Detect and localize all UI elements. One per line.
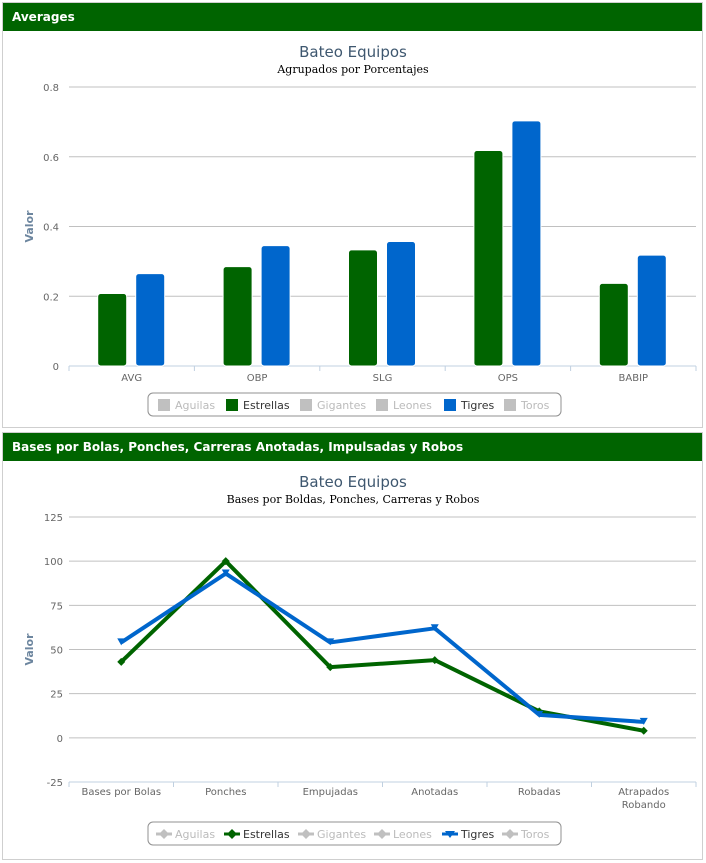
x-tick-label: AVG xyxy=(121,373,142,384)
legend-item-tigres[interactable]: Tigres xyxy=(442,828,494,841)
point-tigres-1[interactable] xyxy=(221,569,230,577)
x-tick-label: Anotadas xyxy=(411,787,458,798)
x-tick-label: Robadas xyxy=(518,787,561,798)
bar-tigres-babip[interactable] xyxy=(636,254,667,367)
averages-panel: Averages Bateo Equipos Agrupados por Porc… xyxy=(2,2,703,428)
point-estrellas-5[interactable] xyxy=(639,726,648,735)
legend-item-tigres[interactable]: Tigres xyxy=(444,399,494,412)
legend-marker xyxy=(301,829,311,839)
point-estrellas-3[interactable] xyxy=(430,656,439,665)
bar-estrellas-ops[interactable] xyxy=(473,149,504,367)
legend-item-toros[interactable]: Toros xyxy=(502,828,550,841)
legend-label: Aguilas xyxy=(175,828,215,841)
legend-item-estrellas[interactable]: Estrellas xyxy=(224,828,290,841)
y-tick-label: 75 xyxy=(50,601,63,612)
chart-title: Bateo Equipos xyxy=(299,473,407,491)
legend-label: Estrellas xyxy=(243,399,290,412)
y-tick-label: 0.4 xyxy=(43,223,59,234)
legend-label: Estrellas xyxy=(243,828,290,841)
bar-tigres-ops[interactable] xyxy=(511,120,542,367)
chart-title: Bateo Equipos xyxy=(299,43,407,61)
legend-item-leones[interactable]: Leones xyxy=(376,399,432,412)
bar-estrellas-avg[interactable] xyxy=(97,292,128,367)
bar-estrellas-babip[interactable] xyxy=(598,282,629,367)
y-tick-label: 25 xyxy=(50,690,63,701)
legend-marker xyxy=(444,399,456,411)
legend-item-aguilas[interactable]: Aguilas xyxy=(156,828,215,841)
y-tick-label: 50 xyxy=(50,646,63,657)
x-tick-label: OBP xyxy=(247,373,268,384)
legend-label: Tigres xyxy=(460,399,494,412)
x-tick-label: BABIP xyxy=(619,373,649,384)
x-tick-label: Bases por Bolas xyxy=(81,787,161,798)
legend-label: Leones xyxy=(393,399,432,412)
legend-marker xyxy=(300,399,312,411)
point-tigres-4[interactable] xyxy=(535,710,544,718)
y-tick-label: 0.6 xyxy=(43,153,59,164)
y-tick-label: 0.2 xyxy=(43,292,59,303)
legend-label: Leones xyxy=(393,828,432,841)
legend-label: Gigantes xyxy=(317,399,366,412)
bar-chart: Bateo Equipos Agrupados por Porcentajes 0 0… xyxy=(23,43,697,417)
legend-marker xyxy=(227,829,237,839)
legend-item-leones[interactable]: Leones xyxy=(374,828,432,841)
y-tick-label: 0.8 xyxy=(43,83,59,94)
panel-header-averages: Averages xyxy=(3,3,702,31)
legend-item-toros[interactable]: Toros xyxy=(504,399,550,412)
y-tick-label: 0 xyxy=(53,362,59,373)
y-tick-label: 0 xyxy=(57,734,63,745)
legend: Aguilas Estrellas Gigantes Leones Tigres Toro… xyxy=(147,821,562,846)
legend-label: Toros xyxy=(520,399,550,412)
legend-item-gigantes[interactable]: Gigantes xyxy=(300,399,366,412)
legend-marker xyxy=(159,829,169,839)
panel-header-counting-stats: Bases por Bolas, Ponches, Carreras Anota… xyxy=(3,433,702,461)
legend-box xyxy=(147,821,562,846)
point-estrellas-0[interactable] xyxy=(117,657,126,666)
legend-marker xyxy=(377,829,387,839)
bar-tigres-avg[interactable] xyxy=(135,273,166,367)
point-tigres-3[interactable] xyxy=(430,624,439,632)
y-axis-title: Valor xyxy=(23,633,36,666)
chart-subtitle: Bases por Boldas, Ponches, Carreras y Ro… xyxy=(227,493,480,506)
legend-marker xyxy=(226,399,238,411)
bar-estrellas-slg[interactable] xyxy=(348,249,378,367)
legend-marker xyxy=(505,829,515,839)
x-tick-label: Atrapados Robando xyxy=(618,787,669,811)
bar-tigres-slg[interactable] xyxy=(386,240,416,367)
point-tigres-0[interactable] xyxy=(117,638,126,646)
legend-item-aguilas[interactable]: Aguilas xyxy=(158,399,215,412)
bar-estrellas-obp[interactable] xyxy=(222,266,253,367)
legend-label: Aguilas xyxy=(175,399,215,412)
series-line-tigres xyxy=(120,571,644,724)
y-tick-label: -25 xyxy=(47,778,63,789)
chart-subtitle: Agrupados por Porcentajes xyxy=(276,63,429,76)
legend-label: Tigres xyxy=(460,828,494,841)
line-chart: Bateo Equipos Bases por Boldas, Ponches, … xyxy=(23,473,697,846)
legend-item-gigantes[interactable]: Gigantes xyxy=(298,828,366,841)
counting-stats-panel: Bases por Bolas, Ponches, Carreras Anota… xyxy=(2,432,703,860)
point-estrellas-2[interactable] xyxy=(326,663,335,672)
legend: Aguilas Estrellas Gigantes Leones Tigres Toro… xyxy=(147,392,562,417)
legend-box xyxy=(147,392,562,417)
y-axis-title: Valor xyxy=(23,210,36,243)
x-tick-label: Ponches xyxy=(205,787,246,798)
legend-marker xyxy=(376,399,388,411)
bar-tigres-obp[interactable] xyxy=(260,245,291,367)
legend-marker xyxy=(158,399,170,411)
legend-label: Toros xyxy=(520,828,550,841)
x-tick-label: SLG xyxy=(373,373,393,384)
legend-item-estrellas[interactable]: Estrellas xyxy=(226,399,290,412)
series-line-estrellas xyxy=(119,559,645,733)
x-tick-label: Empujadas xyxy=(303,787,358,798)
point-tigres-2[interactable] xyxy=(326,638,335,646)
point-estrellas-1[interactable] xyxy=(221,557,230,566)
y-tick-label: 100 xyxy=(44,557,63,568)
x-tick-label: OPS xyxy=(498,373,518,384)
legend-marker xyxy=(504,399,516,411)
point-tigres-5[interactable] xyxy=(639,717,648,725)
y-tick-label: 125 xyxy=(44,513,63,524)
legend-label: Gigantes xyxy=(317,828,366,841)
legend-marker xyxy=(445,831,455,838)
